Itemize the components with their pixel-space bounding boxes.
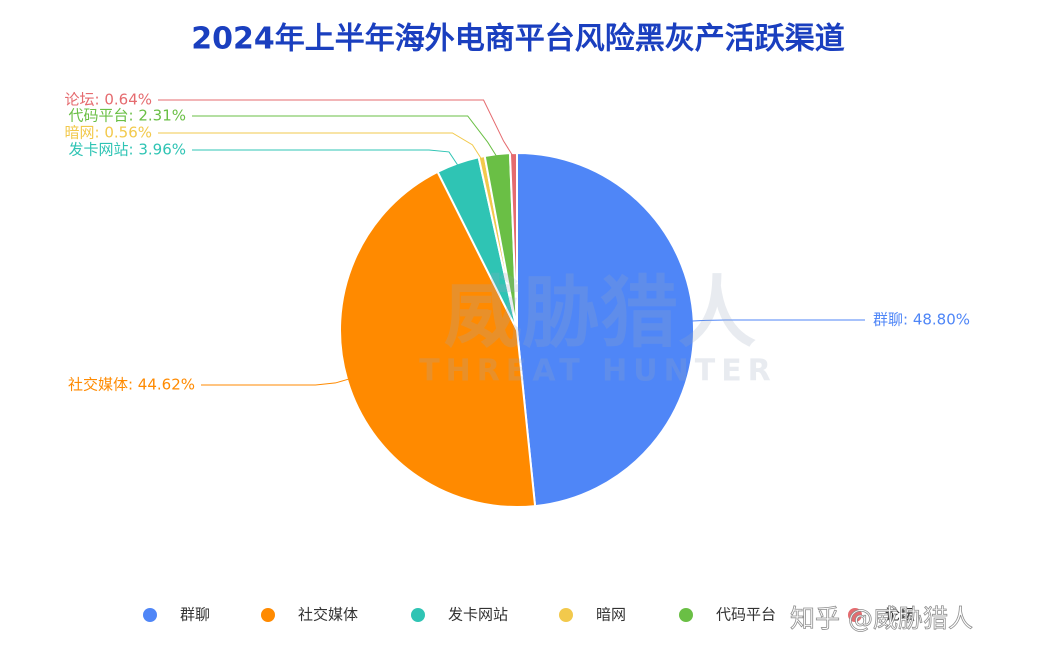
legend-marker bbox=[559, 608, 573, 622]
leader-line bbox=[192, 115, 499, 159]
legend-marker bbox=[848, 608, 862, 622]
data-label: 代码平台: 2.31% bbox=[69, 107, 186, 125]
legend-marker bbox=[411, 608, 425, 622]
chart-title: 2024年上半年海外电商平台风险黑灰产活跃渠道 bbox=[191, 22, 845, 57]
watermark-credit: 知乎 @威胁猎人 bbox=[790, 604, 973, 633]
leader-line bbox=[689, 319, 865, 322]
data-label: 社交媒体: 44.62% bbox=[68, 376, 195, 394]
legend-label: 论坛 bbox=[885, 606, 915, 624]
legend-label: 群聊 bbox=[180, 606, 210, 624]
legend-label: 社交媒体 bbox=[298, 606, 358, 624]
leader-line bbox=[158, 99, 514, 158]
data-label: 发卡网站: 3.96% bbox=[69, 141, 186, 159]
data-label: 论坛: 0.64% bbox=[65, 91, 152, 109]
leader-line bbox=[192, 149, 460, 168]
data-label: 群聊: 48.80% bbox=[873, 311, 970, 329]
pie-slice bbox=[508, 151, 518, 331]
legend-marker bbox=[143, 608, 157, 622]
watermark-logo: 威胁猎人 bbox=[444, 268, 756, 358]
legend-label: 代码平台 bbox=[716, 606, 776, 624]
legend-label: 发卡网站 bbox=[448, 606, 508, 624]
watermark-logo-en: THREAT HUNTER bbox=[419, 354, 777, 389]
legend-label: 暗网 bbox=[596, 606, 626, 624]
data-label: 暗网: 0.56% bbox=[65, 124, 152, 142]
legend-marker bbox=[679, 608, 693, 622]
leader-line bbox=[201, 377, 352, 386]
legend-marker bbox=[261, 608, 275, 622]
leader-line bbox=[158, 132, 483, 161]
